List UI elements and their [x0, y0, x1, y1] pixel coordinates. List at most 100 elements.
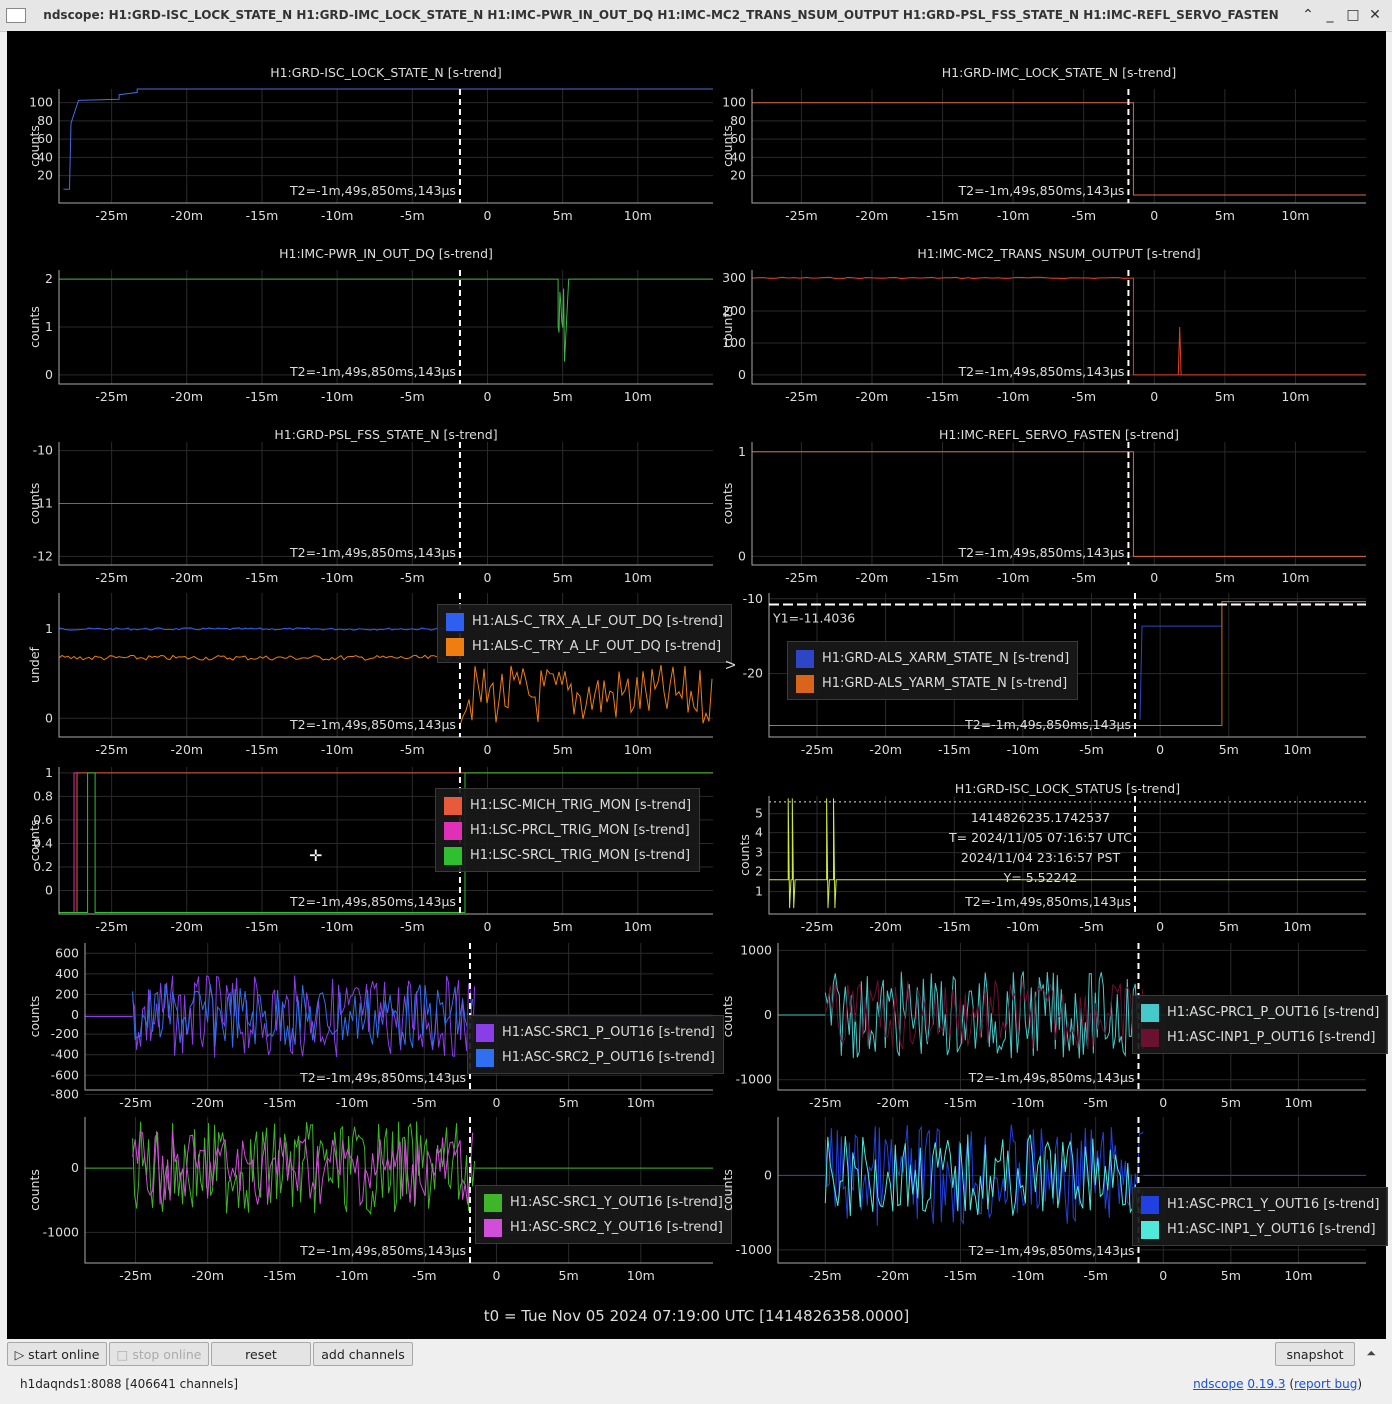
legend-entry[interactable]: H1:ASC-SRC2_Y_OUT16 [s-trend] [484, 1215, 723, 1240]
x-tick-label: 0 [484, 570, 492, 585]
legend-swatch [1141, 1220, 1159, 1239]
x-tick-label: 0 [484, 389, 492, 404]
version-link[interactable]: 0.19.3 [1247, 1377, 1286, 1391]
x-tick-label: -5m [412, 1095, 437, 1110]
legend-entry[interactable]: H1:GRD-ALS_YARM_STATE_N [s-trend] [796, 671, 1069, 696]
x-tick-label: -10m [321, 389, 354, 404]
plot-10[interactable]: -25m -20m -15m -10m -5m 0 5m 10m 5 4 3 2 1 counts T2=-… [737, 796, 1366, 934]
plot-legend[interactable]: H1:ASC-SRC1_P_OUT16 [s-trend] H1:ASC-SRC2… [467, 1015, 724, 1074]
legend-entry[interactable]: H1:LSC-SRCL_TRIG_MON [s-trend] [444, 843, 691, 868]
plot-title: H1:GRD-PSL_FSS_STATE_N [s-trend] [274, 427, 498, 442]
plot-legend[interactable]: H1:LSC-MICH_TRIG_MON [s-trend] H1:LSC-PRC… [435, 788, 701, 872]
y-tick-label: -600 [51, 1067, 79, 1082]
legend-entry[interactable]: H1:ASC-PRC1_Y_OUT16 [s-trend] [1141, 1192, 1379, 1217]
series-trace [1139, 601, 1366, 720]
legend-label: H1:ASC-INP1_P_OUT16 [s-trend] [1167, 1030, 1376, 1045]
axes-frame [751, 442, 1366, 566]
legend-entry[interactable]: H1:ASC-INP1_Y_OUT16 [s-trend] [1141, 1217, 1379, 1242]
y-tick-label: 0 [45, 710, 53, 725]
x-tick-label: 0 [1159, 1268, 1167, 1283]
plot-5[interactable]: -25m -20m -15m -10m -5m 0 5m 10m -10 -11 -12 counts… [27, 442, 713, 585]
keep-above-icon[interactable]: ⌃ [1302, 7, 1314, 23]
reset-button[interactable]: reset [211, 1342, 311, 1366]
plot-legend[interactable]: H1:ASC-SRC1_Y_OUT16 [s-trend] H1:ASC-SRC2… [475, 1185, 732, 1244]
plot-6[interactable]: -25m -20m -15m -10m -5m 0 5m 10m 1 0 counts T2=-1m,… [720, 442, 1366, 585]
legend-label: H1:ASC-SRC2_Y_OUT16 [s-trend] [510, 1220, 723, 1235]
x-tick-label: -10m [321, 208, 354, 223]
stop-online-button[interactable]: □ stop online [109, 1342, 209, 1366]
x-tick-label: -15m [246, 208, 279, 223]
legend-swatch [444, 846, 462, 865]
plot-2[interactable]: -25m -20m -15m -10m -5m 0 5m 10m 100 80 60 40 20 coun… [720, 89, 1366, 223]
x-tick-label: -20m [877, 1268, 910, 1283]
add-channels-button[interactable]: add channels [313, 1342, 413, 1366]
legend-entry[interactable]: H1:ASC-SRC2_P_OUT16 [s-trend] [476, 1045, 715, 1070]
x-tick-label: -5m [400, 742, 425, 757]
axes-frame [777, 1117, 1366, 1264]
legend-swatch [446, 637, 464, 656]
legend-entry[interactable]: H1:GRD-ALS_XARM_STATE_N [s-trend] [796, 646, 1069, 671]
series-trace [59, 278, 713, 362]
x-tick-label: -15m [926, 208, 959, 223]
plot-1[interactable]: -25m -20m -15m -10m -5m 0 5m 10m 100 80 60 40 20 coun… [27, 88, 713, 223]
report-bug-link[interactable]: report bug [1294, 1377, 1358, 1391]
ndscope-link[interactable]: ndscope [1193, 1377, 1244, 1391]
series-trace [63, 88, 713, 190]
x-tick-label: 10m [1283, 919, 1311, 934]
x-tick-label: 10m [627, 1095, 655, 1110]
plot-4[interactable]: -25m -20m -15m -10m -5m 0 5m 10m 300 200 100 0 count… [720, 270, 1366, 404]
x-tick-label: -15m [246, 919, 279, 934]
legend-entry[interactable]: H1:ALS-C_TRX_A_LF_OUT_DQ [s-trend] [446, 609, 723, 634]
legend-label: H1:ASC-PRC1_P_OUT16 [s-trend] [1167, 1005, 1380, 1020]
minimize-icon[interactable]: _ [1326, 7, 1334, 23]
y-axis-label: V [723, 660, 738, 669]
x-tick-label: 10m [1284, 1095, 1312, 1110]
cursor-utc: T= 2024/11/05 07:16:57 UTC [949, 830, 1132, 845]
legend-entry[interactable]: H1:ASC-PRC1_P_OUT16 [s-trend] [1141, 1000, 1379, 1025]
axes-frame [58, 442, 713, 566]
y-tick-label: -1000 [736, 1072, 772, 1087]
legend-entry[interactable]: H1:LSC-MICH_TRIG_MON [s-trend] [444, 793, 691, 818]
x-tick-label: -20m [170, 742, 203, 757]
legend-entry[interactable]: H1:ASC-INP1_P_OUT16 [s-trend] [1141, 1025, 1379, 1050]
plot-7[interactable]: -25m -20m -15m -10m -5m 0 5m 10m 1 0 undef T2=-1m,4… [27, 593, 713, 757]
legend-entry[interactable]: H1:ASC-SRC1_P_OUT16 [s-trend] [476, 1020, 715, 1045]
x-tick-label: -25m [801, 919, 834, 934]
x-tick-label: 10m [627, 1268, 655, 1283]
x-tick-label: 5m [559, 1268, 579, 1283]
plot-svg: -25m -20m -15m -10m -5m 0 5m 10m 100 80 60 40 20coun… [720, 89, 1366, 223]
series-trace [1177, 326, 1182, 375]
plot-legend[interactable]: H1:GRD-ALS_XARM_STATE_N [s-trend] H1:GRD-… [787, 641, 1079, 700]
x-tick-label: -25m [95, 208, 128, 223]
y-tick-label: 1 [738, 444, 746, 459]
legend-entry[interactable]: H1:ALS-C_TRY_A_LF_OUT_DQ [s-trend] [446, 634, 723, 659]
scope-canvas[interactable]: t0 = Tue Nov 05 2024 07:19:00 UTC [14148… [7, 31, 1389, 1339]
maximize-icon[interactable]: □ [1346, 7, 1360, 23]
plot-legend[interactable]: H1:ALS-C_TRX_A_LF_OUT_DQ [s-trend] H1:ALS… [437, 604, 732, 663]
legend-entry[interactable]: H1:LSC-PRCL_TRIG_MON [s-trend] [444, 818, 691, 843]
start-online-button[interactable]: ▷ start online [7, 1342, 107, 1366]
y-axis-label: counts [720, 483, 735, 525]
plot-legend[interactable]: H1:ASC-PRC1_Y_OUT16 [s-trend] H1:ASC-INP1… [1132, 1187, 1389, 1246]
plot-11[interactable]: -25m -20m -15m -10m -5m 0 5m 10m 600 400 200 0 -200 -… [27, 943, 713, 1110]
t2-cursor-label: T2=-1m,49s,850ms,143µs [958, 545, 1125, 560]
legend-entry[interactable]: H1:ASC-SRC1_Y_OUT16 [s-trend] [484, 1190, 723, 1215]
t2-cursor-label: T2=-1m,49s,850ms,143µs [289, 717, 456, 732]
x-tick-label: -5m [1083, 1095, 1108, 1110]
plot-legend[interactable]: H1:ASC-PRC1_P_OUT16 [s-trend] H1:ASC-INP1… [1132, 995, 1389, 1054]
x-tick-label: -10m [321, 570, 354, 585]
plot-svg: -25m -20m -15m -10m -5m 0 5m 10m 2 1 0 counts T2=-1m… [27, 270, 713, 404]
series-trace [132, 1121, 476, 1216]
y-axis-label: counts [720, 306, 735, 348]
y-tick-label: 3 [755, 845, 763, 860]
snapshot-button[interactable]: snapshot [1275, 1342, 1355, 1366]
y-tick-label: 0.2 [33, 859, 53, 874]
plot-8[interactable]: -25m -20m -15m -10m -5m 0 5m 10m -10 -20 V T2=-1m,4… [723, 591, 1366, 757]
plot-title: H1:IMC-MC2_TRANS_NSUM_OUTPUT [s-trend] [917, 246, 1201, 261]
legend-label: H1:LSC-SRCL_TRIG_MON [s-trend] [470, 848, 691, 863]
plot-3[interactable]: -25m -20m -15m -10m -5m 0 5m 10m 2 1 0 counts T2=-1m… [27, 270, 713, 404]
close-icon[interactable]: ✕ [1369, 7, 1381, 23]
x-tick-label: -15m [246, 570, 279, 585]
collapse-toolbar-icon[interactable]: ⏶ [1366, 1346, 1376, 1360]
